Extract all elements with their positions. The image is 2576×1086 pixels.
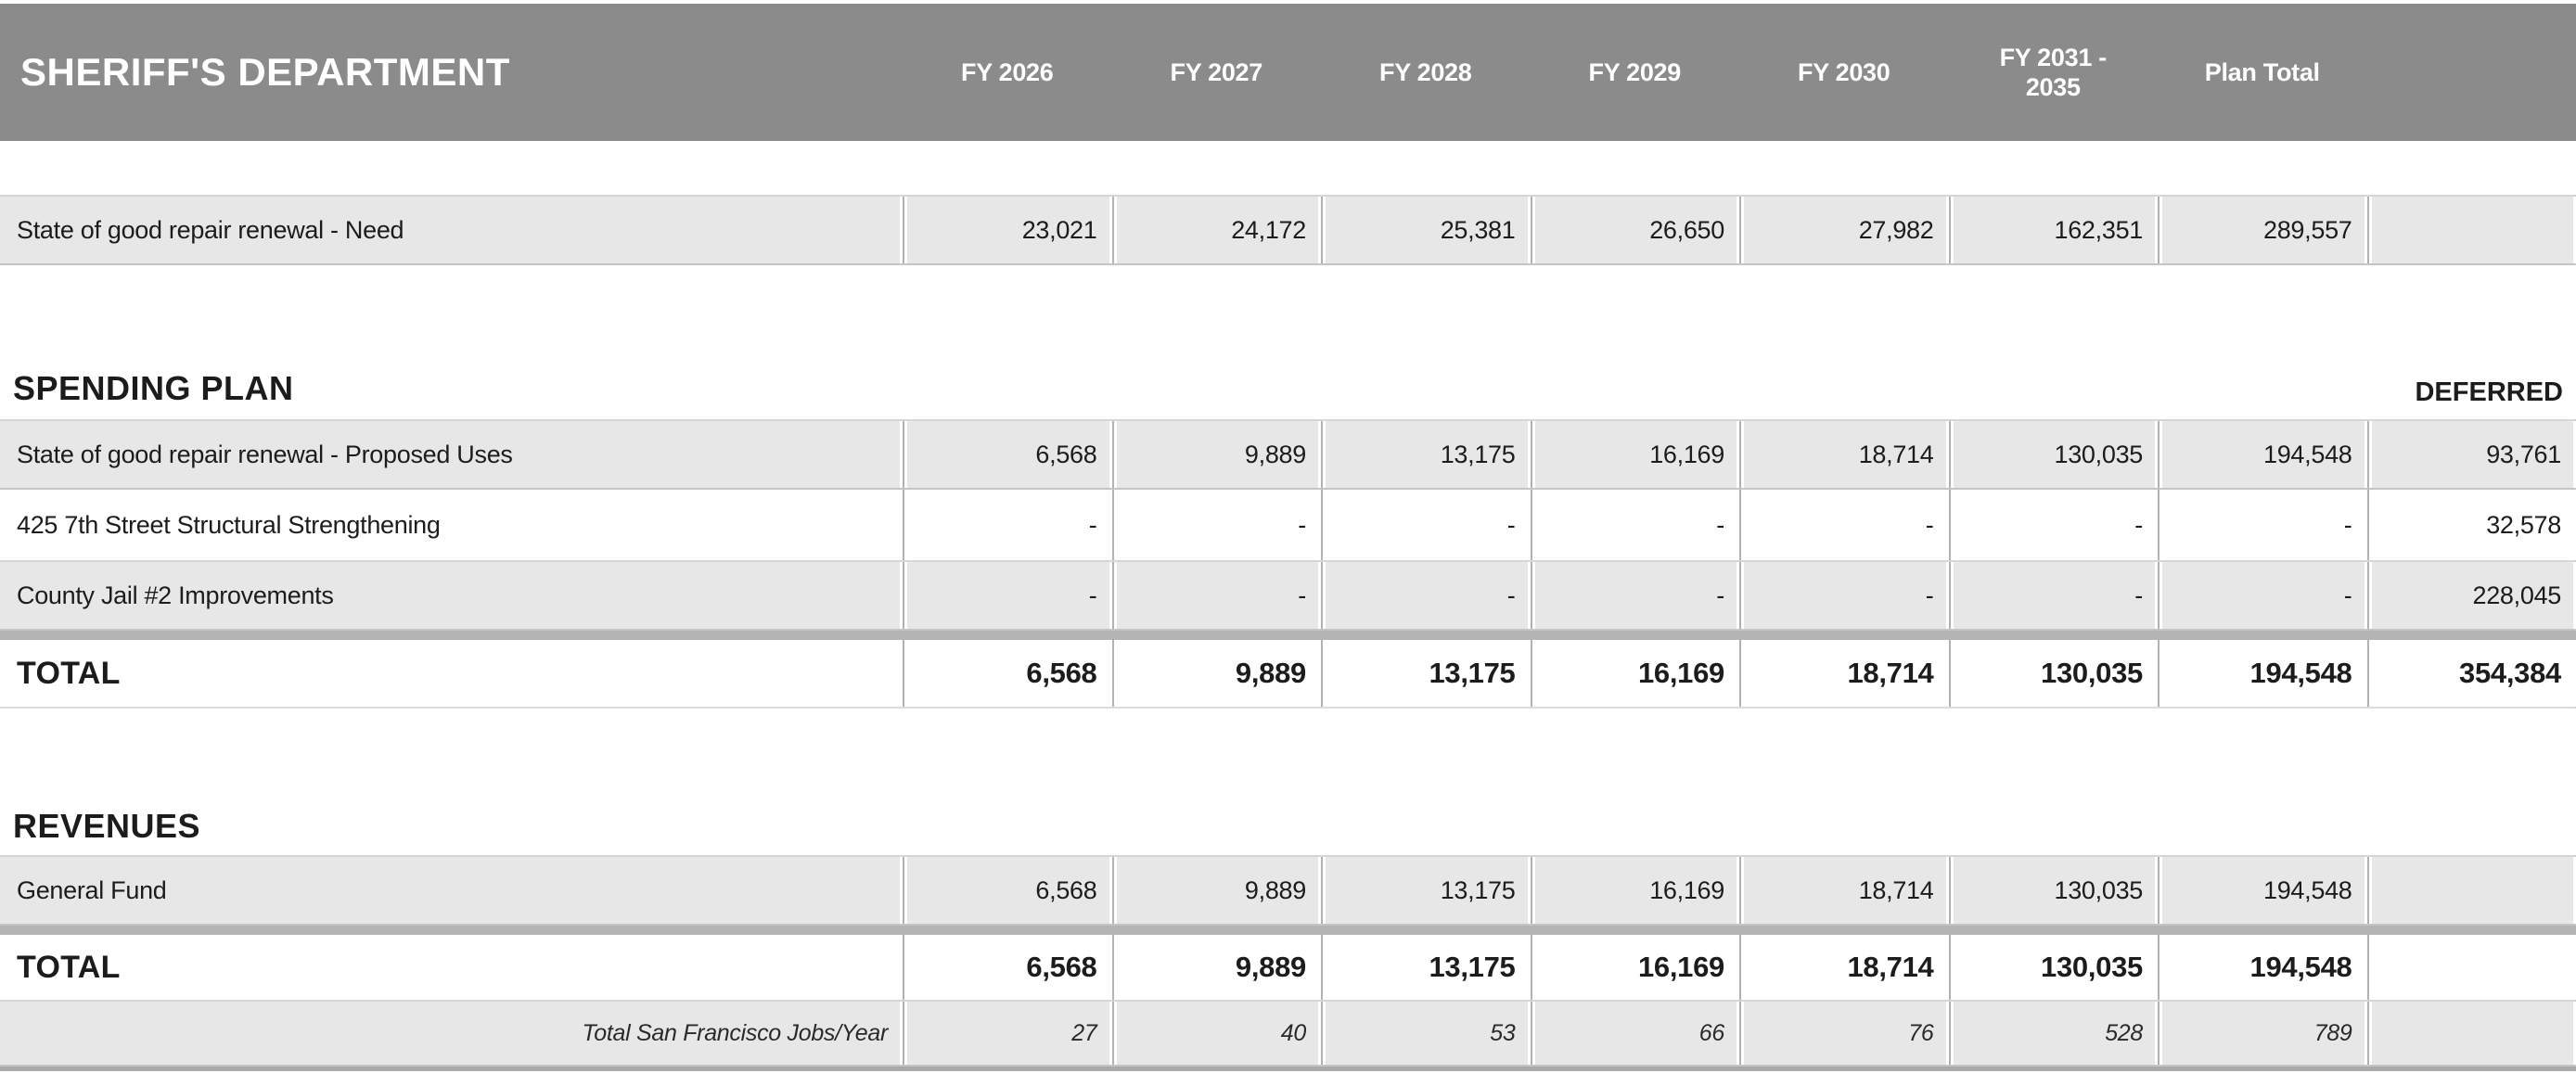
cell-fy-2029: 16,169 bbox=[1531, 640, 1740, 707]
cell-fy-2030: 18,714 bbox=[1739, 421, 1949, 488]
cell-fy-2031-2035: 130,035 bbox=[1949, 935, 2159, 1000]
row-label: General Fund bbox=[0, 857, 903, 924]
deferred-column-heading: DEFERRED bbox=[2415, 377, 2563, 408]
cell-fy-2031-2035: 130,035 bbox=[1949, 421, 2159, 488]
column-header-fy-2030: FY 2030 bbox=[1739, 57, 1949, 87]
cell-plan-total: 194,548 bbox=[2158, 421, 2367, 488]
revenues-table: General Fund 6,568 9,889 13,175 16,169 1… bbox=[0, 855, 2576, 1071]
revenues-heading: REVENUES bbox=[13, 807, 200, 846]
revenues-section-header: REVENUES bbox=[0, 801, 2576, 850]
cell-fy-2028: - bbox=[1321, 562, 1531, 629]
row-label: County Jail #2 Improvements bbox=[0, 562, 903, 629]
cell-fy-2029: 16,169 bbox=[1531, 421, 1740, 488]
column-header-fy-2028: FY 2028 bbox=[1321, 57, 1531, 87]
cell-fy-2029: - bbox=[1531, 562, 1740, 629]
cell-fy-2031-2035: 162,351 bbox=[1949, 197, 2159, 263]
cell-fy-2027: 9,889 bbox=[1112, 857, 1322, 924]
cell-deferred bbox=[2367, 197, 2576, 263]
cell-fy-2027: - bbox=[1112, 562, 1322, 629]
row-label: State of good repair renewal - Proposed … bbox=[0, 421, 903, 488]
cell-fy-2030: 18,714 bbox=[1739, 935, 1949, 1000]
row-label: Total San Francisco Jobs/Year bbox=[0, 1002, 903, 1065]
cell-fy-2028: 25,381 bbox=[1321, 197, 1531, 263]
column-header-fy-2027: FY 2027 bbox=[1112, 57, 1322, 87]
cell-fy-2028: - bbox=[1321, 490, 1531, 560]
cell-fy-2029: 66 bbox=[1531, 1002, 1740, 1065]
cell-fy-2027: 40 bbox=[1112, 1002, 1322, 1065]
cell-fy-2029: 16,169 bbox=[1531, 857, 1740, 924]
cell-fy-2030: - bbox=[1739, 562, 1949, 629]
department-header-band: SHERIFF'S DEPARTMENT FY 2026 FY 2027 FY … bbox=[0, 4, 2576, 141]
spending-plan-heading: SPENDING PLAN bbox=[13, 369, 294, 408]
cell-fy-2026: - bbox=[903, 562, 1112, 629]
column-header-fy-2029: FY 2029 bbox=[1531, 57, 1740, 87]
cell-plan-total: 194,548 bbox=[2158, 640, 2367, 707]
cell-deferred: 354,384 bbox=[2367, 640, 2576, 707]
cell-fy-2026: 6,568 bbox=[903, 857, 1112, 924]
department-title: SHERIFF'S DEPARTMENT bbox=[0, 50, 903, 95]
cell-deferred bbox=[2367, 935, 2576, 1000]
cell-fy-2027: 9,889 bbox=[1112, 421, 1322, 488]
cell-fy-2028: 13,175 bbox=[1321, 640, 1531, 707]
cell-fy-2030: 76 bbox=[1739, 1002, 1949, 1065]
total-separator bbox=[0, 631, 2576, 640]
cell-fy-2028: 13,175 bbox=[1321, 421, 1531, 488]
table-bottom-border bbox=[0, 1067, 2576, 1071]
cell-fy-2029: 26,650 bbox=[1531, 197, 1740, 263]
cell-fy-2026: 6,568 bbox=[903, 640, 1112, 707]
cell-fy-2031-2035: 130,035 bbox=[1949, 857, 2159, 924]
cell-fy-2029: 16,169 bbox=[1531, 935, 1740, 1000]
cell-deferred: 228,045 bbox=[2367, 562, 2576, 629]
cell-fy-2030: 18,714 bbox=[1739, 640, 1949, 707]
table-row-revenues-total: TOTAL 6,568 9,889 13,175 16,169 18,714 1… bbox=[0, 935, 2576, 1000]
cell-deferred: 32,578 bbox=[2367, 490, 2576, 560]
cell-fy-2026: 23,021 bbox=[903, 197, 1112, 263]
column-header-fy-2026: FY 2026 bbox=[903, 57, 1112, 87]
cell-fy-2031-2035: - bbox=[1949, 490, 2159, 560]
cell-fy-2026: 27 bbox=[903, 1002, 1112, 1065]
row-label: State of good repair renewal - Need bbox=[0, 197, 903, 263]
table-row-spending-total: TOTAL 6,568 9,889 13,175 16,169 18,714 1… bbox=[0, 640, 2576, 709]
cell-fy-2029: - bbox=[1531, 490, 1740, 560]
cell-plan-total: 789 bbox=[2158, 1002, 2367, 1065]
cell-fy-2027: 9,889 bbox=[1112, 640, 1322, 707]
cell-fy-2028: 13,175 bbox=[1321, 935, 1531, 1000]
row-label: 425 7th Street Structural Strengthening bbox=[0, 490, 903, 560]
table-row-need: State of good repair renewal - Need 23,0… bbox=[0, 195, 2576, 265]
cell-plan-total: 289,557 bbox=[2158, 197, 2367, 263]
cell-fy-2027: - bbox=[1112, 490, 1322, 560]
cell-fy-2027: 24,172 bbox=[1112, 197, 1322, 263]
cell-plan-total: 194,548 bbox=[2158, 935, 2367, 1000]
spending-plan-table: State of good repair renewal - Proposed … bbox=[0, 419, 2576, 709]
cell-fy-2026: 6,568 bbox=[903, 935, 1112, 1000]
table-row-general-fund: General Fund 6,568 9,889 13,175 16,169 1… bbox=[0, 855, 2576, 926]
cell-fy-2031-2035: 528 bbox=[1949, 1002, 2159, 1065]
cell-fy-2030: 27,982 bbox=[1739, 197, 1949, 263]
cell-fy-2028: 53 bbox=[1321, 1002, 1531, 1065]
total-separator bbox=[0, 926, 2576, 935]
column-header-fy-2031-2035: FY 2031 - 2035 bbox=[1949, 43, 2159, 103]
table-row-425-7th-street: 425 7th Street Structural Strengthening … bbox=[0, 490, 2576, 560]
table-row-county-jail-2: County Jail #2 Improvements - - - - - - … bbox=[0, 560, 2576, 631]
table-row-proposed-uses: State of good repair renewal - Proposed … bbox=[0, 419, 2576, 490]
table-row-jobs-per-year: Total San Francisco Jobs/Year 27 40 53 6… bbox=[0, 1000, 2576, 1067]
cell-deferred bbox=[2367, 1002, 2576, 1065]
spending-plan-section-header: SPENDING PLAN DEFERRED bbox=[0, 364, 2576, 412]
cell-deferred: 93,761 bbox=[2367, 421, 2576, 488]
cell-fy-2030: - bbox=[1739, 490, 1949, 560]
row-label: TOTAL bbox=[0, 640, 903, 707]
cell-fy-2030: 18,714 bbox=[1739, 857, 1949, 924]
cell-fy-2028: 13,175 bbox=[1321, 857, 1531, 924]
cell-fy-2026: 6,568 bbox=[903, 421, 1112, 488]
cell-fy-2026: - bbox=[903, 490, 1112, 560]
cell-plan-total: - bbox=[2158, 562, 2367, 629]
cell-plan-total: - bbox=[2158, 490, 2367, 560]
cell-fy-2031-2035: - bbox=[1949, 562, 2159, 629]
row-label: TOTAL bbox=[0, 935, 903, 1000]
cell-deferred bbox=[2367, 857, 2576, 924]
cell-fy-2031-2035: 130,035 bbox=[1949, 640, 2159, 707]
column-header-plan-total: Plan Total bbox=[2158, 57, 2367, 87]
cell-fy-2027: 9,889 bbox=[1112, 935, 1322, 1000]
cell-plan-total: 194,548 bbox=[2158, 857, 2367, 924]
